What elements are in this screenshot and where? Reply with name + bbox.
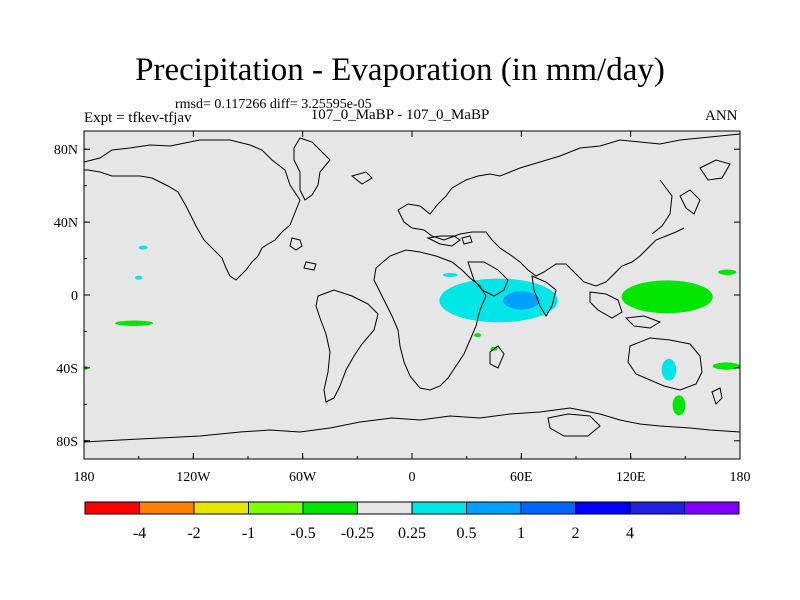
axis-ticks: 180 120W 60W 0 60E 120E 180 80N 40N 0 40S 80S [54,131,751,485]
colorbar-label: -0.25 [341,525,374,542]
anomaly-region [718,269,737,275]
x-tick-label: 0 [409,470,416,485]
y-tick-label: 80N [54,143,78,158]
anomaly-region [672,395,686,416]
colorbar-swatch [84,501,140,515]
colorbar-label: -2 [187,525,200,542]
anomaly-region [439,278,558,323]
season-label: ANN [705,108,738,124]
x-tick-label: 180 [730,470,751,485]
x-tick-label: 60W [289,470,317,485]
anomaly-region [621,280,713,314]
x-tick-label: 180 [74,470,95,485]
colorbar-swatch [139,501,195,515]
colorbar-swatch [193,501,249,515]
colorbar-swatch [248,501,304,515]
anomaly-region [473,333,482,338]
colorbar-label: 2 [572,525,580,542]
anomaly-regions [83,245,740,416]
y-tick-label: 80S [56,435,78,450]
colorbar-swatch [629,501,685,515]
anomaly-region [114,320,154,326]
colorbar-swatch [520,501,576,515]
colorbar-swatch [575,501,631,515]
colorbar-label: 1 [517,525,525,542]
anomaly-region [712,362,740,370]
x-tick-label: 60E [510,470,533,485]
colorbar-label: 0.25 [398,525,426,542]
colorbar-swatch [411,501,467,515]
colorbar-swatch [684,501,740,515]
coastlines [83,133,741,443]
anomaly-region [138,245,148,250]
colorbar-label: 4 [626,525,634,542]
anomaly-region [135,275,143,280]
colorbar-swatch [466,501,522,515]
colorbar-label: -4 [133,525,146,542]
experiment-label: Expt = tfkev-tfjav [84,110,192,126]
colorbar-swatch [357,501,413,515]
plot-title: Precipitation - Evaporation (in mm/day) [135,52,665,88]
colorbar-label: -0.5 [290,525,315,542]
colorbar-label: -1 [242,525,255,542]
colorbar: -4 -2 -1 -0.5 -0.25 0.25 0.5 1 2 4 [84,501,740,542]
y-tick-label: 0 [71,289,78,304]
anomaly-region [661,358,677,381]
y-tick-label: 40N [54,216,78,231]
colorbar-label: 0.5 [457,525,477,542]
colorbar-swatch [302,501,358,515]
anomaly-region [503,291,540,310]
y-tick-label: 40S [56,362,78,377]
plot-subtitle: 107_0_MaBP - 107_0_MaBP [310,107,490,123]
x-tick-label: 120E [616,470,646,485]
stats-text: rmsd= 0.117266 diff= 3.25595e-05 [175,97,372,112]
x-tick-label: 120W [176,470,211,485]
anomaly-region [442,272,458,277]
